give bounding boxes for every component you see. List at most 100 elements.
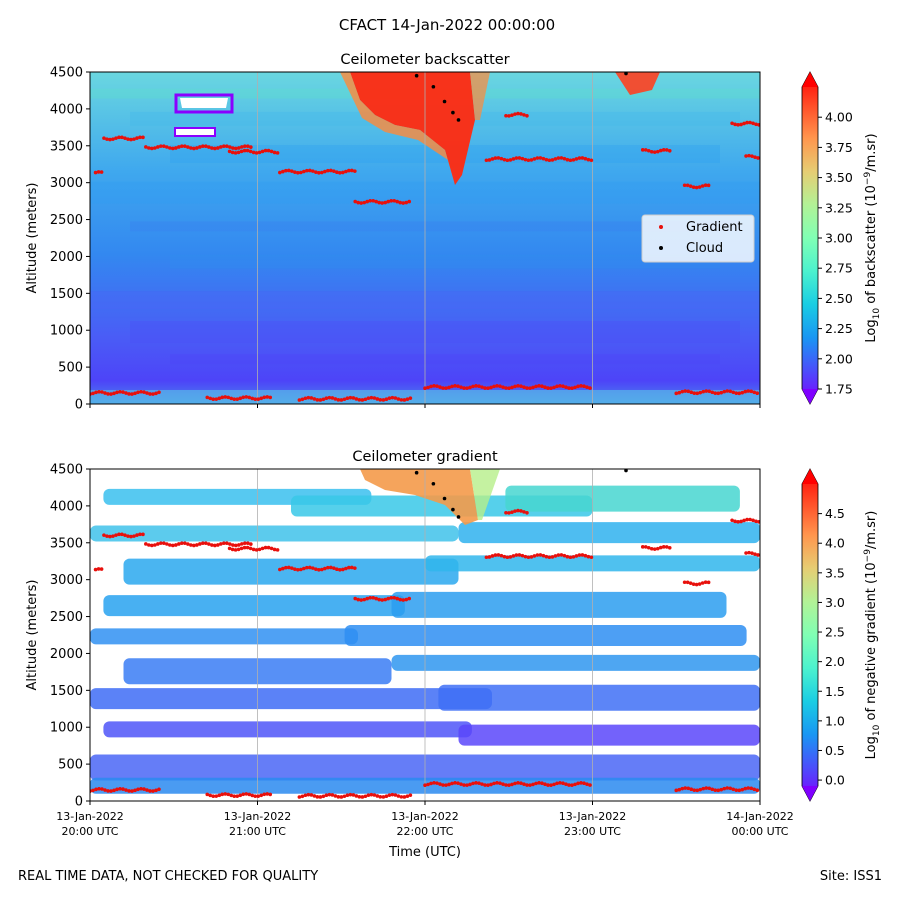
gradient-point — [754, 122, 758, 127]
gradient-point — [583, 156, 588, 161]
gradient-point — [297, 398, 302, 402]
gradient-point — [573, 782, 577, 787]
gradient-point — [706, 183, 711, 188]
gradient-point — [327, 792, 332, 797]
gradient-point — [505, 555, 510, 560]
gradient-point — [519, 112, 523, 116]
gradient-point — [299, 170, 303, 175]
gradient-point — [498, 384, 502, 388]
gradient-point — [380, 598, 385, 602]
gradient-point — [453, 384, 457, 388]
gradient-point — [561, 384, 565, 389]
gradient-point — [237, 543, 241, 547]
gradient-point — [105, 534, 109, 538]
gradient-point — [369, 792, 374, 797]
gradient-point — [333, 397, 338, 401]
gradient-point — [359, 598, 364, 602]
gradient-point — [229, 793, 234, 798]
y-tick-label: 3500 — [50, 139, 83, 154]
backscatter-markers — [90, 72, 760, 402]
gradient-point — [576, 781, 580, 786]
gradient-point — [230, 150, 235, 155]
gradient-point — [389, 595, 394, 600]
gradient-point — [580, 156, 585, 160]
gradient-point — [100, 390, 104, 394]
gradient-point — [208, 793, 213, 798]
gradient-point — [300, 794, 305, 799]
gradient-point — [318, 795, 323, 799]
gradient-point — [260, 149, 265, 154]
gradient-point — [405, 397, 410, 402]
gradient-point — [91, 788, 95, 793]
gradient-point — [558, 781, 562, 785]
gradient-point — [558, 384, 562, 388]
legend-gradient-marker — [659, 225, 663, 229]
gradient-point — [526, 555, 531, 560]
gradient-point — [359, 201, 364, 205]
gradient-point — [531, 782, 535, 787]
x-axis-label: Time (UTC) — [388, 845, 461, 860]
gradient-point — [242, 148, 247, 153]
gradient-point — [335, 170, 339, 174]
gradient-point — [496, 156, 501, 160]
gradient-point — [354, 794, 359, 798]
gradient-point — [680, 389, 685, 394]
gradient-point — [368, 198, 373, 203]
gradient-point — [474, 384, 478, 388]
colorbar-tick-label: 4.5 — [825, 506, 845, 521]
gradient-point — [719, 787, 724, 792]
gradient-point — [532, 554, 537, 558]
gradient-point — [746, 389, 751, 393]
gradient-point — [531, 385, 535, 390]
gradient-point — [329, 565, 333, 570]
gradient-point — [589, 158, 594, 163]
gradient-point — [579, 781, 583, 785]
gradient-point — [552, 385, 556, 390]
gradient-point — [371, 198, 376, 203]
gradient-point — [511, 554, 516, 558]
gradient-point — [713, 788, 718, 792]
gradient-point — [360, 795, 365, 799]
gradient-point — [502, 157, 507, 162]
gradient-point — [220, 792, 225, 797]
gradient-point — [544, 554, 549, 559]
gradient-point — [710, 787, 715, 792]
legend-cloud-label: Cloud — [686, 241, 723, 256]
gradient-point — [230, 547, 235, 552]
gradient-point — [272, 547, 277, 552]
gradient-point — [677, 390, 682, 395]
gradient-point — [649, 149, 654, 154]
gradient-point — [577, 553, 582, 557]
gradient-point — [129, 534, 133, 539]
gradient-point — [534, 781, 538, 786]
gradient-point — [701, 389, 706, 394]
gradient-point — [91, 391, 95, 396]
gradient-point — [100, 787, 104, 791]
gradient-point — [477, 781, 481, 785]
gradient-point — [210, 543, 214, 547]
gradient-point — [216, 543, 220, 547]
gradient-point — [142, 787, 146, 791]
gradient-point — [703, 580, 708, 585]
gradient-point — [265, 792, 270, 796]
gradient-point — [697, 185, 702, 189]
gradient-point — [752, 787, 757, 792]
gradient-point — [716, 788, 721, 793]
gradient-point — [278, 170, 282, 175]
gradient-point — [471, 781, 475, 786]
gradient-point — [144, 542, 148, 546]
gradient-point — [207, 145, 211, 149]
gradient-point — [754, 519, 758, 524]
gradient-point — [580, 553, 585, 557]
gradient-point — [150, 146, 154, 151]
y-tick-label: 0 — [75, 398, 83, 413]
gradient-point — [232, 397, 237, 401]
gradient-point — [522, 113, 526, 117]
gradient-point — [133, 391, 137, 396]
gradient-point — [303, 793, 308, 798]
gradient-point — [339, 795, 344, 799]
gradient-point — [686, 389, 691, 394]
gradient-point — [263, 545, 268, 550]
gradient-point — [139, 786, 143, 791]
